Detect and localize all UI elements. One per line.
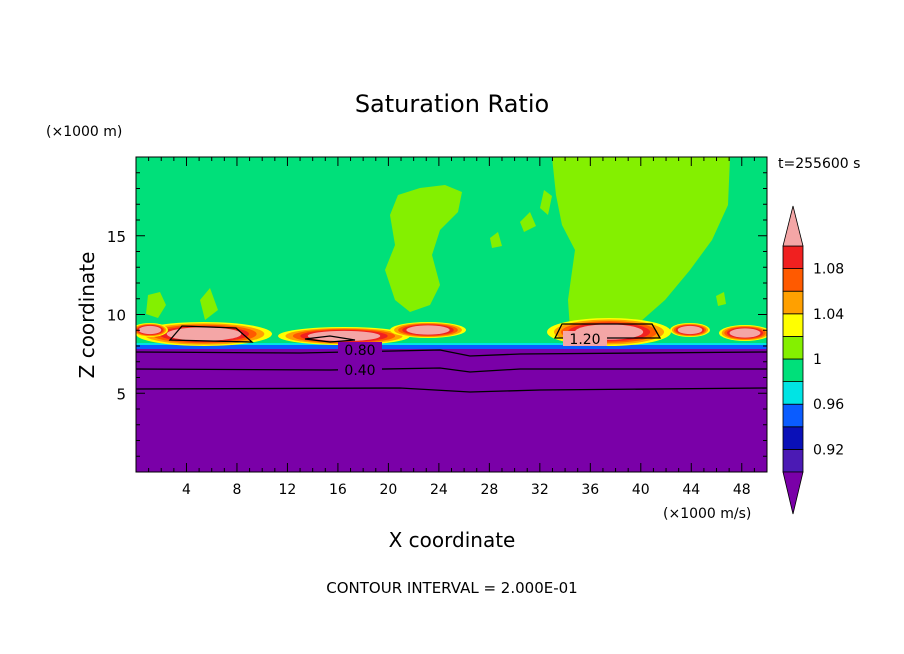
x-tick-label: 28 bbox=[480, 482, 498, 498]
cloud-a-band-4 bbox=[166, 327, 242, 341]
colorbar-swatch bbox=[782, 335, 804, 360]
contour-label-bg-0 bbox=[338, 362, 382, 377]
contour-interval-label: CONTOUR INTERVAL = 2.000E-01 bbox=[326, 579, 577, 597]
colorbar-tick-label: 0.96 bbox=[813, 397, 844, 413]
y-tick-label: 5 bbox=[116, 385, 126, 403]
y-unit-label: (×1000 m) bbox=[46, 124, 122, 140]
region-plume bbox=[385, 185, 462, 312]
x-tick-label: 4 bbox=[182, 482, 191, 498]
x-tick-label: 36 bbox=[581, 482, 599, 498]
contour-label-1.20: 1.20 bbox=[569, 332, 600, 348]
y-tick-label: 15 bbox=[107, 228, 126, 246]
x-tick-label: 24 bbox=[430, 482, 448, 498]
x-tick-label: 12 bbox=[279, 482, 297, 498]
contour-0-20 bbox=[136, 387, 767, 393]
y-axis-label: Z coordinate bbox=[75, 252, 99, 379]
colorbar-swatch bbox=[782, 245, 804, 270]
colorbar: 0.92 0.96 1 1.04 1.08 bbox=[782, 205, 844, 515]
colorbar-tick-label: 1.08 bbox=[813, 262, 844, 278]
field: 0.40 0.80 1.20 bbox=[136, 157, 767, 472]
x-tick-label: 32 bbox=[531, 482, 549, 498]
contour-label-0.80: 0.80 bbox=[344, 343, 375, 359]
colorbar-tick-label: 1.04 bbox=[813, 307, 844, 323]
x-tick-label: 16 bbox=[329, 482, 347, 498]
contour-cloud-d bbox=[553, 323, 662, 339]
x-tick-label: 8 bbox=[232, 482, 241, 498]
colorbar-swatch bbox=[782, 448, 804, 473]
time-label: t=255600 s bbox=[778, 156, 860, 172]
contour-cloud-a bbox=[168, 325, 254, 343]
colorbar-swatch bbox=[782, 268, 804, 292]
x-tick-label: 20 bbox=[379, 482, 397, 498]
colorbar-top-arrow bbox=[782, 205, 804, 247]
contour-label-0.40: 0.40 bbox=[344, 363, 375, 379]
cloud-e-band-4 bbox=[677, 325, 703, 335]
patch-left bbox=[146, 292, 166, 318]
cloud-g-band-4 bbox=[138, 325, 162, 335]
chart-title: Saturation Ratio bbox=[355, 90, 549, 118]
contour-label-bg-2 bbox=[563, 331, 607, 346]
colorbar-tick-label: 1 bbox=[813, 352, 822, 368]
x-axis-label: X coordinate bbox=[389, 528, 516, 552]
region-dry-layer bbox=[136, 346, 767, 472]
contour-0-80 bbox=[136, 349, 767, 357]
colorbar-swatch bbox=[782, 426, 804, 450]
colorbar-swatch bbox=[782, 381, 804, 405]
contour-label-bg-1 bbox=[338, 342, 382, 357]
patch-mid-3 bbox=[540, 190, 552, 215]
x-tick-label: 40 bbox=[632, 482, 650, 498]
x-unit-label: (×1000 m/s) bbox=[663, 506, 751, 522]
patch-mid-1 bbox=[490, 232, 502, 248]
colorbar-tick-label: 0.92 bbox=[813, 442, 844, 458]
contour-0-40 bbox=[136, 367, 767, 373]
patch-right bbox=[716, 292, 726, 306]
region-transition bbox=[136, 345, 767, 349]
colorbar-swatch bbox=[782, 358, 804, 383]
y-tick-label: 10 bbox=[107, 307, 126, 325]
colorbar-swatch bbox=[782, 313, 804, 337]
colorbar-bottom-arrow bbox=[782, 471, 804, 515]
plot-area: 0.40 0.80 1.20 bbox=[136, 157, 767, 472]
cloud-c-band-4 bbox=[406, 325, 450, 335]
colorbar-swatch bbox=[782, 403, 804, 428]
region-supersaturated-column bbox=[552, 157, 730, 330]
colorbar-swatch bbox=[782, 290, 804, 315]
cloud-b-band-4 bbox=[307, 330, 381, 342]
x-tick-label: 44 bbox=[682, 482, 700, 498]
contour-cloud-b bbox=[304, 335, 356, 343]
patch-left-2 bbox=[200, 288, 218, 320]
patch-mid-2 bbox=[520, 212, 536, 232]
cloud-f-band-4 bbox=[729, 328, 761, 338]
x-tick-label: 48 bbox=[733, 482, 751, 498]
